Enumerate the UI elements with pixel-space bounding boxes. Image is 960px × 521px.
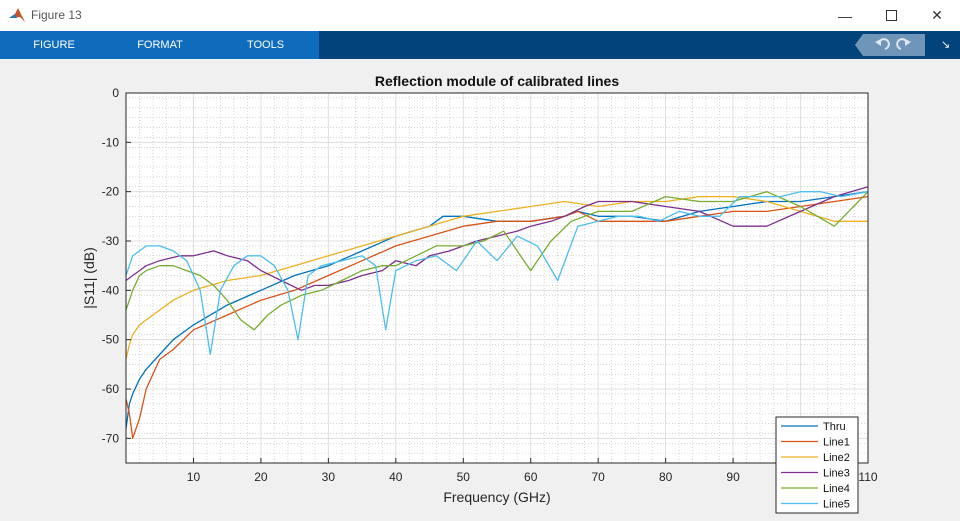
series-line-line4 bbox=[125, 191, 869, 331]
undo-icon[interactable] bbox=[875, 38, 890, 50]
tabs-background bbox=[0, 31, 319, 59]
legend-label: Line3 bbox=[823, 468, 850, 480]
x-tick-label: 10 bbox=[187, 470, 201, 484]
legend-label: Thru bbox=[823, 421, 846, 433]
redo-icon[interactable] bbox=[896, 38, 911, 50]
legend[interactable]: Thru Line1 Line2 Line3 Line4 Line5 bbox=[775, 416, 859, 514]
maximize-button[interactable] bbox=[868, 0, 914, 31]
y-ticks: 0 -10 -20 -30 -40 -50 -60 -70 bbox=[102, 86, 131, 445]
title-bar: Figure 13 — ✕ bbox=[0, 0, 960, 31]
x-tick-label: 60 bbox=[524, 470, 538, 484]
toolstrip: FIGURE FORMAT TOOLS bbox=[0, 31, 960, 59]
legend-label: Line1 bbox=[823, 437, 850, 449]
x-tick-label: 20 bbox=[254, 470, 268, 484]
x-tick-label: 80 bbox=[659, 470, 673, 484]
y-tick-label: 0 bbox=[112, 86, 119, 100]
legend-label: Line5 bbox=[823, 499, 850, 511]
x-tick-label: 30 bbox=[322, 470, 336, 484]
chart-title: Reflection module of calibrated lines bbox=[375, 73, 619, 89]
tab-format[interactable]: FORMAT bbox=[108, 31, 212, 59]
tab-format-label: FORMAT bbox=[137, 39, 183, 51]
maximize-icon bbox=[885, 10, 897, 21]
minimize-icon: — bbox=[838, 7, 852, 24]
x-axis-label: Frequency (GHz) bbox=[443, 489, 550, 505]
y-tick-label: -20 bbox=[102, 185, 120, 199]
y-tick-label: -50 bbox=[102, 333, 120, 347]
x-tick-label: 40 bbox=[389, 470, 403, 484]
legend-box bbox=[775, 416, 859, 514]
matlab-logo-icon bbox=[9, 8, 25, 22]
series-group bbox=[125, 186, 869, 439]
y-axis-label: |S11| (dB) bbox=[81, 247, 97, 308]
close-icon: ✕ bbox=[931, 7, 943, 23]
legend-label: Line2 bbox=[823, 452, 850, 464]
legend-label: Line4 bbox=[823, 483, 850, 495]
x-tick-label: 50 bbox=[457, 470, 471, 484]
tab-tools[interactable]: TOOLS bbox=[212, 31, 319, 59]
chart: 102030405060708090100110 0-10-20-30-40-5… bbox=[0, 59, 960, 516]
series-line-line2 bbox=[125, 195, 868, 360]
tab-figure-label: FIGURE bbox=[33, 39, 75, 51]
series-line-line5 bbox=[125, 191, 869, 356]
window-title: Figure 13 bbox=[31, 8, 82, 22]
quick-access-bar bbox=[855, 34, 925, 56]
series-line-line1 bbox=[125, 195, 869, 439]
x-tick-label: 90 bbox=[726, 470, 740, 484]
minimize-button[interactable]: — bbox=[822, 0, 868, 31]
x-tick-label: 110 bbox=[858, 470, 877, 484]
y-tick-label: -40 bbox=[102, 283, 120, 297]
figure-area: 102030405060708090100110 0-10-20-30-40-5… bbox=[0, 59, 960, 516]
y-tick-label: -10 bbox=[102, 135, 120, 149]
y-tick-label: -70 bbox=[102, 431, 120, 445]
series-line-thru bbox=[125, 191, 869, 429]
tab-tools-label: TOOLS bbox=[246, 39, 285, 51]
y-tick-label: -30 bbox=[102, 234, 120, 248]
expand-toolstrip-icon[interactable]: ↘ bbox=[941, 39, 951, 51]
plot-area bbox=[126, 93, 868, 463]
close-button[interactable]: ✕ bbox=[914, 0, 960, 31]
x-tick-label: 70 bbox=[592, 470, 606, 484]
series-line-line3 bbox=[125, 186, 869, 291]
tab-figure[interactable]: FIGURE bbox=[0, 31, 108, 59]
plot-border bbox=[125, 92, 869, 464]
y-tick-label: -60 bbox=[102, 382, 120, 396]
